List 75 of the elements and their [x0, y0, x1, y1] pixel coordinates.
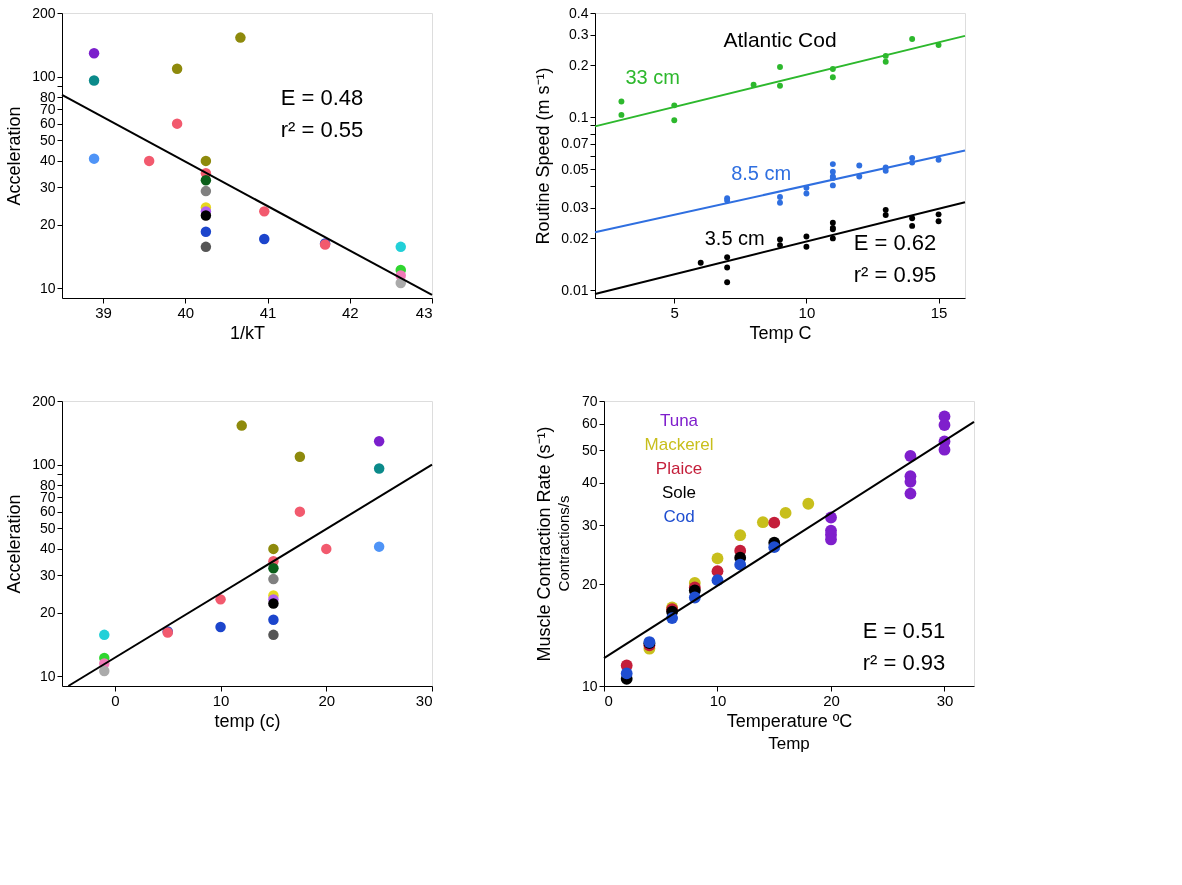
y-tick-label: 0.2	[569, 56, 589, 73]
x-tick-label: 10	[798, 303, 816, 321]
y-tick-label: 20	[581, 575, 598, 592]
y-tick-label: 40	[39, 152, 56, 169]
x-tick-label: 5	[670, 303, 679, 321]
y-tick-label: 30	[581, 516, 598, 533]
y-tick-label: 20	[39, 216, 56, 233]
y-tick-label: 80	[39, 476, 56, 493]
y-tick-label: 50	[581, 441, 598, 458]
y-tick-label: 40	[39, 540, 56, 557]
text: Temp	[768, 734, 810, 753]
y-tick-label: 50	[39, 131, 56, 148]
annotation: E = 0.51	[862, 618, 946, 643]
text: Mackerel	[644, 435, 714, 454]
x-tick-label: 43	[415, 303, 433, 321]
x-tick-label: 41	[259, 303, 277, 321]
y-tick-label: 200	[32, 392, 56, 409]
y-tick-label: 0.3	[569, 26, 589, 43]
y-tick-label: 0.07	[561, 135, 589, 152]
text: Contractions/s	[555, 495, 572, 592]
series-label: 8.5 cm	[731, 162, 792, 185]
y-tick-label: 30	[39, 178, 56, 195]
x-tick-label: 42	[341, 303, 359, 321]
x-tick-label: 20	[318, 691, 336, 709]
y-tick-label: 10	[39, 667, 56, 684]
y-tick-label: 70	[581, 392, 598, 409]
series-label: 3.5 cm	[704, 226, 765, 249]
y-tick-label: 50	[39, 519, 56, 536]
y-tick-label: 80	[39, 88, 56, 105]
x-tick-label: 20	[823, 691, 840, 709]
x-tick-label: 10	[709, 691, 727, 709]
y-tick-label: 60	[39, 115, 56, 132]
y-tick-label: 40	[581, 474, 598, 491]
y-axis-title: Routine Speed (m s⁻¹)	[533, 67, 554, 245]
y-tick-label: 0.02	[561, 229, 589, 246]
annotation: r² = 0.95	[853, 262, 937, 287]
y-tick-label: 0.1	[569, 108, 589, 125]
annotation: E = 0.48	[280, 85, 364, 110]
y-axis-title: Muscle Contraction Rate (s⁻¹)	[533, 426, 554, 662]
x-axis-title: 1/kT	[229, 322, 266, 343]
text: Sole	[661, 483, 697, 502]
y-tick-label: 0.03	[561, 199, 589, 216]
x-axis-title: Temp C	[749, 322, 812, 343]
text: Tuna	[659, 411, 699, 430]
annotation: r² = 0.55	[280, 117, 364, 142]
text: Plaice	[655, 459, 703, 478]
annotation: r² = 0.93	[862, 650, 946, 675]
x-tick-label: 30	[415, 691, 433, 709]
y-tick-label: 10	[39, 279, 56, 296]
series-label: 33 cm	[625, 65, 680, 88]
y-tick-label: 20	[39, 604, 56, 621]
y-tick-label: 0.4	[569, 4, 589, 21]
x-tick-label: 40	[177, 303, 195, 321]
x-tick-label: 10	[212, 691, 230, 709]
x-axis-title: Temperature ºC	[726, 710, 853, 731]
x-tick-label: 0	[604, 691, 613, 709]
y-tick-label: 0.05	[561, 160, 589, 177]
text: Cod	[663, 507, 695, 526]
y-tick-label: 60	[581, 415, 598, 432]
y-axis-title: Acceleration	[4, 106, 25, 206]
y-tick-label: 30	[39, 566, 56, 583]
y-tick-label: 100	[32, 68, 56, 85]
y-tick-label: 10	[581, 677, 598, 694]
y-axis-title: Acceleration	[4, 494, 25, 594]
x-tick-label: 30	[936, 691, 954, 709]
y-tick-label: 200	[32, 4, 56, 21]
x-tick-label: 39	[95, 303, 112, 321]
x-tick-label: 15	[930, 303, 948, 321]
x-axis-title: temp (c)	[214, 710, 281, 731]
y-tick-label: 60	[39, 503, 56, 520]
y-tick-label: 100	[32, 456, 56, 473]
text: Atlantic Cod	[723, 28, 837, 51]
y-tick-label: 0.01	[561, 281, 589, 298]
x-tick-label: 0	[111, 691, 120, 709]
annotation: E = 0.62	[853, 230, 937, 255]
